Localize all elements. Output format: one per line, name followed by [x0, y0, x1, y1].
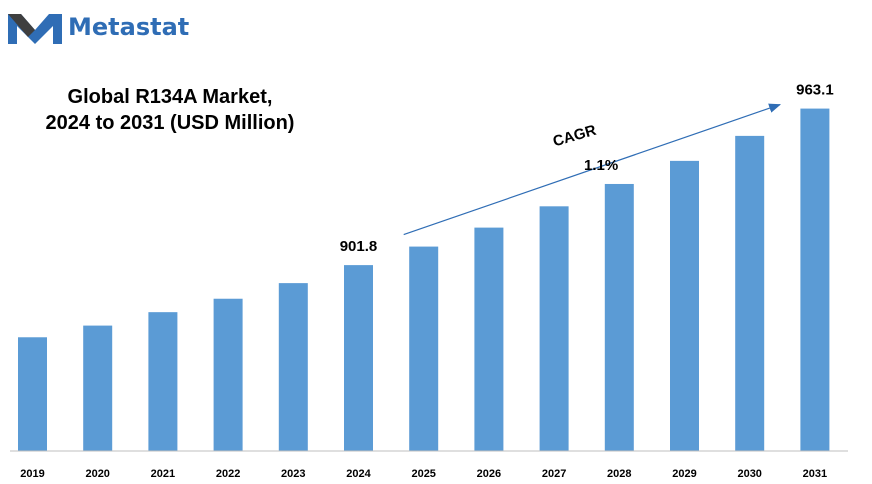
x-tick-label: 2029 — [672, 468, 696, 480]
bar-2019 — [18, 337, 47, 451]
chart-title: Global R134A Market, 2024 to 2031 (USD Mi… — [20, 84, 320, 136]
chart-title-line: 2024 to 2031 (USD Million) — [45, 112, 295, 134]
bar-2029 — [670, 160, 699, 452]
bar-2020 — [83, 325, 113, 451]
x-tick-label: 2021 — [151, 468, 175, 480]
data-label-2024: 901.8 — [340, 238, 378, 255]
bar-2025 — [409, 246, 439, 451]
x-tick-label: 2027 — [542, 468, 566, 480]
x-tick-label: 2026 — [477, 468, 501, 480]
bar-2021 — [148, 312, 178, 451]
cagr-value: 1.1% — [584, 157, 619, 174]
chart-title-line: Global R134A Market, — [67, 86, 273, 108]
cagr-arrow — [403, 103, 782, 236]
x-tick-label: 2028 — [607, 468, 631, 480]
data-label-2031: 963.1 — [796, 82, 834, 99]
bar-2030 — [735, 135, 765, 451]
bar-2031 — [800, 108, 830, 451]
bar-2028 — [604, 183, 634, 451]
x-tick-label: 2024 — [346, 468, 371, 480]
bar-2023 — [278, 283, 308, 451]
metastat-m-logo-icon — [8, 14, 62, 44]
bar-2027 — [539, 206, 569, 451]
bar-2026 — [474, 227, 504, 451]
bar-2022 — [213, 298, 243, 451]
x-tick-label: 2019 — [20, 468, 44, 480]
x-tick-label: 2020 — [85, 468, 109, 480]
x-tick-label: 2022 — [216, 468, 240, 480]
bar-2024 — [344, 265, 373, 451]
x-tick-label: 2031 — [803, 468, 827, 480]
brand-logo: Metastat — [6, 8, 189, 46]
x-tick-label: 2023 — [281, 468, 305, 480]
x-tick-label: 2030 — [737, 468, 761, 480]
brand-name: Metastat — [68, 13, 190, 41]
x-tick-label: 2025 — [411, 468, 435, 480]
